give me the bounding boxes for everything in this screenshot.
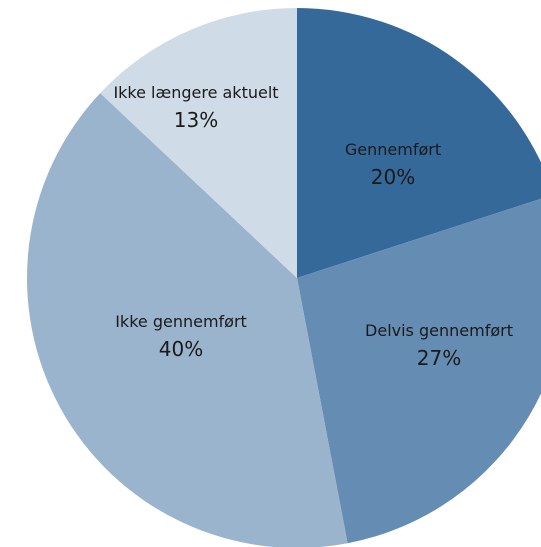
slice-label-4: Ikke længere aktuelt	[113, 83, 278, 102]
pie-labels: Gennemført 20% Delvis gennemført 27% Ikke ge…	[113, 83, 513, 370]
pie-slice-4	[100, 8, 298, 278]
slice-value-label-3: 40%	[159, 337, 203, 361]
pie-slice-2	[297, 198, 541, 544]
slice-label-3: Ikke gennemført	[115, 312, 247, 331]
slice-value-label-2: 27%	[417, 346, 461, 370]
pie-slices	[26, 8, 541, 547]
slice-label-2: Delvis gennemført	[365, 321, 513, 340]
slice-value-label-1: 20%	[371, 165, 415, 189]
pie-slice-1	[297, 8, 541, 278]
slice-label-1: Gennemført	[345, 140, 441, 159]
pie-slice-3	[26, 93, 348, 547]
slice-value-label-4: 13%	[174, 108, 218, 132]
